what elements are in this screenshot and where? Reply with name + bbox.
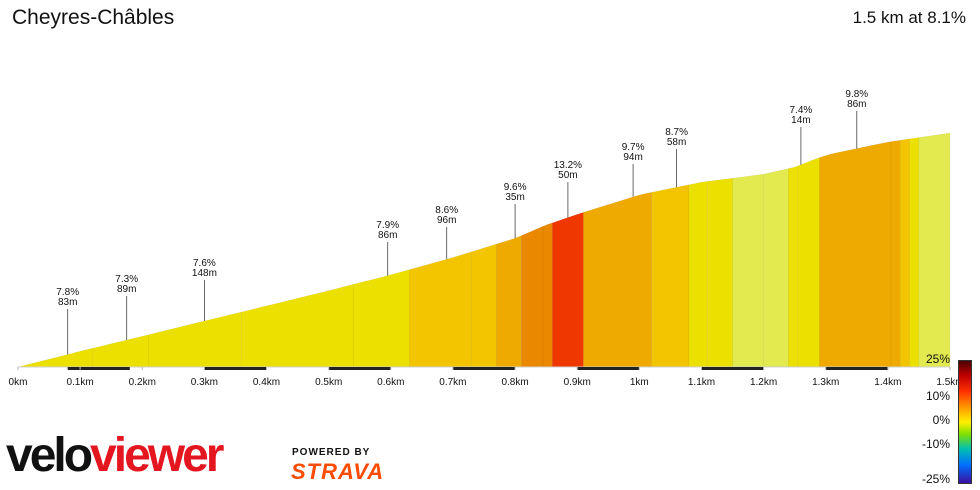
- annotation-length-10: 86m: [847, 99, 866, 110]
- annotation-length-0: 83m: [58, 297, 77, 308]
- grade-band-3: [241, 283, 354, 368]
- grade-color-scale: [958, 360, 972, 484]
- logo-viewer-text: viewer: [90, 429, 224, 482]
- annotation-length-8: 58m: [667, 137, 686, 148]
- annotation-length-9: 14m: [791, 115, 810, 126]
- annotation-grade-5: 9.6%: [504, 182, 527, 193]
- grade-band-1: [92, 334, 149, 368]
- segment-marker-2: [328, 367, 391, 370]
- annotation-grade-10: 9.8%: [845, 89, 868, 100]
- x-tick-label-11: 1.1km: [688, 377, 715, 388]
- x-tick-label-12: 1.2km: [750, 377, 777, 388]
- grade-band-9: [542, 222, 553, 368]
- annotation-grade-0: 7.8%: [56, 287, 79, 298]
- grade-band-7: [496, 235, 522, 368]
- annotation-grade-2: 7.6%: [193, 258, 216, 269]
- annotation-grade-4: 8.6%: [435, 205, 458, 216]
- grade-band-18: [797, 157, 820, 368]
- segment-marker-0: [67, 367, 130, 370]
- annotation-length-6: 50m: [558, 170, 577, 181]
- annotation-length-3: 86m: [378, 230, 397, 241]
- grade-band-4: [353, 269, 410, 368]
- x-tick-label-8: 0.8km: [501, 377, 528, 388]
- grade-band-16: [763, 168, 789, 368]
- grade-band-2: [148, 311, 242, 368]
- annotation-length-4: 96m: [437, 215, 456, 226]
- grade-band-8: [520, 225, 544, 368]
- grade-band-6: [471, 243, 497, 368]
- grade-band-21: [899, 138, 910, 368]
- strava-logo[interactable]: STRAVA: [291, 459, 385, 484]
- annotation-grade-6: 13.2%: [554, 160, 582, 171]
- segment-marker-3: [452, 367, 515, 370]
- annotation-length-2: 148m: [192, 268, 217, 279]
- annotation-grade-9: 7.4%: [790, 105, 813, 116]
- x-tick-label-0: 0km: [9, 377, 28, 388]
- legend-label-minus-25: -25%: [921, 472, 950, 486]
- segment-marker-6: [825, 367, 888, 370]
- x-tick-label-7: 0.7km: [439, 377, 466, 388]
- climb-summary: 1.5 km at 8.1%: [852, 8, 966, 27]
- x-tick-label-9: 0.9km: [564, 377, 591, 388]
- legend-label-10: 10%: [925, 389, 950, 403]
- grade-band-17: [788, 165, 799, 368]
- annotation-length-5: 35m: [505, 192, 524, 203]
- x-tick-label-1: 0.1km: [66, 377, 93, 388]
- annotation-grade-3: 7.9%: [376, 220, 399, 231]
- grade-band-13: [688, 181, 709, 368]
- page-title: Cheyres-Châbles: [12, 6, 175, 29]
- annotation-length-7: 94m: [623, 152, 642, 163]
- segment-marker-4: [577, 367, 640, 370]
- x-tick-label-2: 0.2km: [129, 377, 156, 388]
- grade-band-19: [819, 141, 892, 368]
- x-tick-label-3: 0.3km: [191, 377, 218, 388]
- x-tick-label-13: 1.3km: [812, 377, 839, 388]
- grade-band-15: [732, 173, 764, 368]
- grade-band-12: [651, 184, 690, 368]
- x-tick-label-15: 1.5km: [936, 377, 963, 388]
- grade-band-11: [583, 191, 653, 368]
- grade-band-14: [707, 177, 733, 368]
- x-tick-label-10: 1km: [630, 377, 649, 388]
- grade-band-5: [409, 251, 472, 368]
- annotation-grade-7: 9.7%: [622, 142, 645, 153]
- x-tick-label-14: 1.4km: [874, 377, 901, 388]
- annotation-grade-1: 7.3%: [115, 274, 138, 285]
- x-tick-label-6: 0.6km: [377, 377, 404, 388]
- annotation-length-1: 89m: [117, 284, 136, 295]
- x-tick-label-5: 0.5km: [315, 377, 342, 388]
- grade-band-22: [909, 137, 920, 368]
- segment-marker-5: [701, 367, 764, 370]
- x-tick-label-4: 0.4km: [253, 377, 280, 388]
- grade-band-23: [918, 132, 951, 368]
- legend-label-25: 25%: [925, 352, 950, 366]
- segment-marker-1: [204, 367, 267, 370]
- grade-band-0: [17, 347, 93, 368]
- annotation-grade-8: 8.7%: [665, 127, 688, 138]
- legend-label-minus-10: -10%: [921, 437, 950, 451]
- elevation-profile-chart: 0km 0.1km 0.2km 0.3km 0.4km 0.5km 0.6km 0.7km 0.…: [9, 89, 964, 388]
- grade-band-20: [890, 139, 901, 368]
- powered-by-label: POWERED BY: [292, 447, 371, 458]
- veloviewer-logo[interactable]: veloviewer: [6, 429, 224, 482]
- grade-band-10: [551, 211, 584, 368]
- legend-label-0: 0%: [932, 413, 950, 427]
- logo-velo-text: velo: [6, 429, 93, 482]
